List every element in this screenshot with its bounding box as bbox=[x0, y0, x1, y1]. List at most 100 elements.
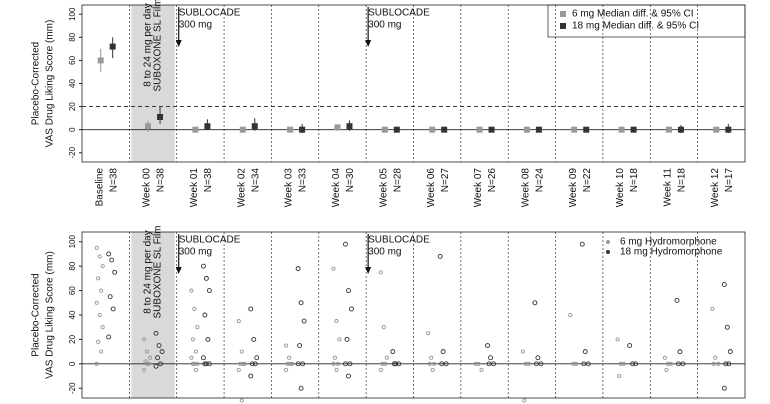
x-tick-label: Week 11 bbox=[663, 168, 674, 207]
point bbox=[195, 325, 200, 330]
n-label: N=22 bbox=[582, 168, 593, 193]
point bbox=[432, 361, 437, 366]
point bbox=[236, 367, 241, 372]
point bbox=[300, 361, 306, 367]
legend-label: 6 mg Median diff. & 95% CI bbox=[572, 9, 694, 20]
n-label: N=18 bbox=[677, 168, 688, 193]
point bbox=[427, 361, 432, 366]
point bbox=[331, 266, 336, 271]
y-axis-label: VAS Drug Liking Score (mm) bbox=[45, 251, 56, 379]
point bbox=[251, 336, 257, 342]
point bbox=[155, 355, 160, 361]
annotation: 300 mg bbox=[368, 20, 401, 31]
point bbox=[443, 361, 449, 367]
y-axis-label: VAS Drug Liking Score (mm) bbox=[45, 20, 56, 148]
arrow-head bbox=[365, 40, 372, 47]
n-label: N=26 bbox=[487, 168, 498, 193]
point bbox=[439, 361, 445, 367]
point bbox=[153, 363, 159, 369]
point bbox=[344, 336, 350, 342]
marker bbox=[535, 126, 542, 133]
marker bbox=[145, 123, 152, 130]
marker bbox=[583, 126, 590, 133]
n-label: N=27 bbox=[440, 168, 451, 193]
annotation: 300 mg bbox=[368, 247, 401, 258]
point bbox=[301, 318, 307, 324]
marker bbox=[346, 123, 353, 130]
point bbox=[249, 361, 255, 367]
point bbox=[378, 270, 383, 275]
y-tick-label: -20 bbox=[68, 146, 77, 158]
point bbox=[193, 349, 198, 354]
point bbox=[726, 361, 732, 367]
point bbox=[710, 306, 715, 311]
point bbox=[627, 343, 633, 348]
point bbox=[349, 306, 354, 312]
point bbox=[203, 361, 209, 367]
marker bbox=[239, 126, 246, 133]
y-tick-label: 20 bbox=[68, 102, 77, 111]
point bbox=[284, 343, 289, 348]
marker bbox=[393, 126, 400, 133]
point bbox=[96, 339, 101, 344]
legend-marker bbox=[606, 250, 610, 254]
arrow-head bbox=[175, 40, 182, 47]
n-label: N=24 bbox=[535, 168, 546, 193]
marker bbox=[299, 126, 306, 133]
legend-box bbox=[547, 4, 746, 38]
point bbox=[346, 288, 351, 294]
point bbox=[520, 349, 525, 354]
y-tick-label: 0 bbox=[68, 127, 77, 132]
x-tick-label: Baseline bbox=[94, 168, 105, 207]
point bbox=[633, 361, 639, 367]
marker bbox=[677, 126, 684, 133]
x-tick-label: Week 09 bbox=[568, 168, 579, 208]
point bbox=[381, 325, 386, 330]
point bbox=[343, 241, 348, 247]
x-tick-label: Week 10 bbox=[615, 168, 626, 208]
point bbox=[190, 337, 195, 342]
point bbox=[106, 251, 112, 257]
y-tick-label: 60 bbox=[68, 55, 77, 64]
point bbox=[241, 361, 246, 366]
point bbox=[680, 361, 686, 367]
point bbox=[668, 361, 674, 366]
point bbox=[190, 361, 195, 366]
point bbox=[676, 361, 681, 367]
point bbox=[630, 361, 636, 367]
y-tick-label: 40 bbox=[68, 79, 77, 88]
point bbox=[288, 361, 293, 366]
point bbox=[202, 312, 208, 318]
point bbox=[189, 355, 194, 360]
point bbox=[192, 306, 197, 311]
point bbox=[721, 282, 727, 287]
point bbox=[716, 361, 721, 366]
point bbox=[581, 361, 587, 367]
point bbox=[298, 385, 304, 391]
point bbox=[378, 367, 383, 372]
point bbox=[476, 361, 481, 366]
y-tick-label: -20 bbox=[68, 382, 77, 394]
marker bbox=[109, 43, 116, 50]
point bbox=[99, 288, 104, 293]
y-tick-label: 0 bbox=[68, 361, 77, 366]
annotation: SUBLOCADE bbox=[179, 235, 241, 246]
point bbox=[393, 361, 399, 367]
point bbox=[193, 367, 198, 372]
y-tick-label: 60 bbox=[68, 286, 77, 295]
marker bbox=[429, 126, 436, 133]
point bbox=[332, 355, 338, 360]
point bbox=[189, 288, 194, 293]
point bbox=[491, 361, 496, 367]
point bbox=[426, 331, 431, 336]
marker bbox=[725, 126, 732, 133]
point bbox=[141, 337, 147, 342]
point bbox=[723, 361, 729, 367]
point bbox=[202, 361, 208, 367]
marker bbox=[665, 126, 672, 133]
point bbox=[206, 361, 212, 367]
point bbox=[347, 361, 353, 367]
x-tick-label: Week 05 bbox=[378, 168, 389, 208]
marker bbox=[618, 126, 625, 133]
